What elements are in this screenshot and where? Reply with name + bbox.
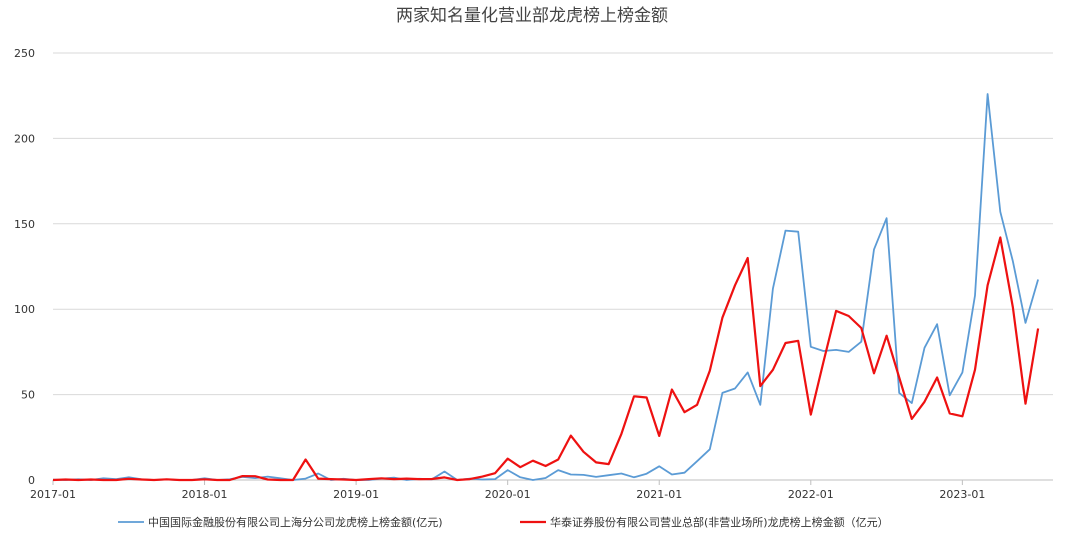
chart-title: 两家知名量化营业部龙虎榜上榜金额	[396, 6, 668, 26]
legend-label-1: 中国国际金融股份有限公司上海分公司龙虎榜上榜金额(亿元)	[148, 515, 443, 529]
axes: 0 50 100 150 200 250 2017-01 2018-01 2019-01 2020…	[14, 47, 1053, 501]
x-tick-label: 2020-01	[485, 488, 531, 501]
y-tick-label: 150	[14, 218, 35, 231]
series-layer	[52, 93, 1040, 482]
legend-label-2: 华泰证券股份有限公司营业总部(非营业场所)龙虎榜上榜金额（亿元）	[550, 515, 889, 529]
series-line-1	[52, 93, 1039, 481]
series-line-2	[52, 236, 1040, 482]
y-tick-label: 50	[21, 389, 35, 402]
y-tick-label: 100	[14, 303, 35, 316]
x-tick-label: 2023-01	[939, 488, 985, 501]
x-tick-label: 2017-01	[30, 488, 76, 501]
y-tick-label: 0	[28, 474, 35, 487]
y-tick-label: 200	[14, 132, 35, 145]
x-tick-label: 2021-01	[636, 488, 682, 501]
legend: 中国国际金融股份有限公司上海分公司龙虎榜上榜金额(亿元) 华泰证券股份有限公司营业…	[118, 515, 889, 529]
x-tick-label: 2022-01	[788, 488, 834, 501]
x-tick-label: 2018-01	[182, 488, 228, 501]
x-tick-label: 2019-01	[333, 488, 379, 501]
grid	[53, 52, 1053, 396]
y-tick-label: 250	[14, 47, 35, 60]
